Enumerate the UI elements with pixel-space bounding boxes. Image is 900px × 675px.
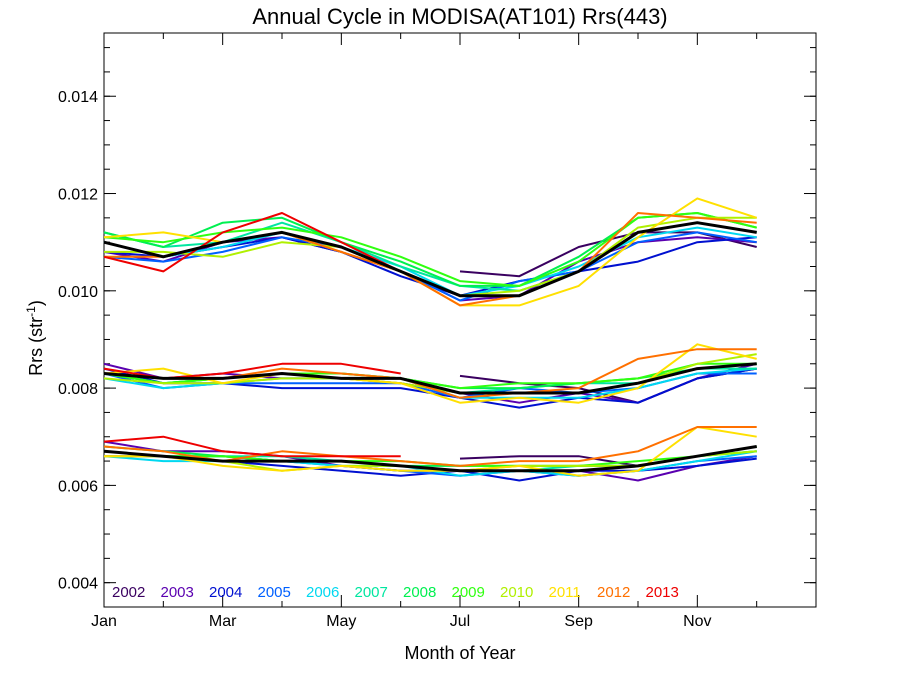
y-axis: 0.004 0.006 0.008 0.010 0.012 0.014 <box>58 47 816 608</box>
legend-entry-2013: 2013 <box>646 584 679 601</box>
legend: 2002 2003 2004 2005 2006 2007 2008 2009 2010 2011… <box>112 584 679 601</box>
x-tick-label: Mar <box>209 613 237 630</box>
legend-entry-2006: 2006 <box>306 584 339 601</box>
plot-frame <box>103 32 817 608</box>
x-tick-label: Sep <box>564 613 593 630</box>
y-axis-label-end: ) <box>26 300 46 306</box>
legend-entry-2004: 2004 <box>209 584 242 601</box>
series-line-2012-band-3 <box>104 212 757 307</box>
x-tick-label: Jul <box>450 613 470 630</box>
y-tick-label: 0.012 <box>58 187 98 204</box>
y-tick-label: 0.010 <box>58 284 98 301</box>
x-tick-label: Nov <box>683 613 711 630</box>
series-line-2009-band-3 <box>103 212 757 287</box>
series-line-mean-band-2 <box>103 362 757 395</box>
legend-entry-2010: 2010 <box>500 584 533 601</box>
series-line-2005-band-3 <box>103 231 757 302</box>
legend-entry-2008: 2008 <box>403 584 436 601</box>
legend-entry-2005: 2005 <box>258 584 291 601</box>
x-tick-label: Jan <box>91 613 117 630</box>
series-line-2006-band-3 <box>103 226 757 297</box>
x-axis-label: Month of Year <box>404 643 515 663</box>
legend-entry-2007: 2007 <box>355 584 388 601</box>
series-line-2013-band-3 <box>103 212 402 273</box>
series-lines <box>103 197 758 482</box>
x-tick-label: May <box>326 613 356 630</box>
y-axis-label: Rrs (str-1) <box>24 300 46 376</box>
legend-entry-2002: 2002 <box>112 584 145 601</box>
plot-border <box>103 32 817 608</box>
y-tick-label: 0.008 <box>58 381 98 398</box>
y-axis-label-main: Rrs (str <box>26 317 46 376</box>
series-line-mean-band-1 <box>103 445 757 473</box>
y-tick-label: 0.006 <box>58 478 98 495</box>
legend-entry-2012: 2012 <box>597 584 630 601</box>
legend-entry-2003: 2003 <box>161 584 194 601</box>
x-axis: Jan Mar May Jul Sep Nov <box>91 33 758 630</box>
chart-title: Annual Cycle in MODISA(AT101) Rrs(443) <box>252 4 667 29</box>
y-tick-label: 0.004 <box>58 576 98 593</box>
y-tick-label: 0.014 <box>58 89 98 106</box>
series-line-2013-band-1 <box>103 435 401 458</box>
y-axis-label-superscript: -1 <box>24 306 38 317</box>
series-line-mean-band-3 <box>103 221 757 298</box>
legend-entry-2009: 2009 <box>452 584 485 601</box>
legend-entry-2011: 2011 <box>549 584 581 601</box>
